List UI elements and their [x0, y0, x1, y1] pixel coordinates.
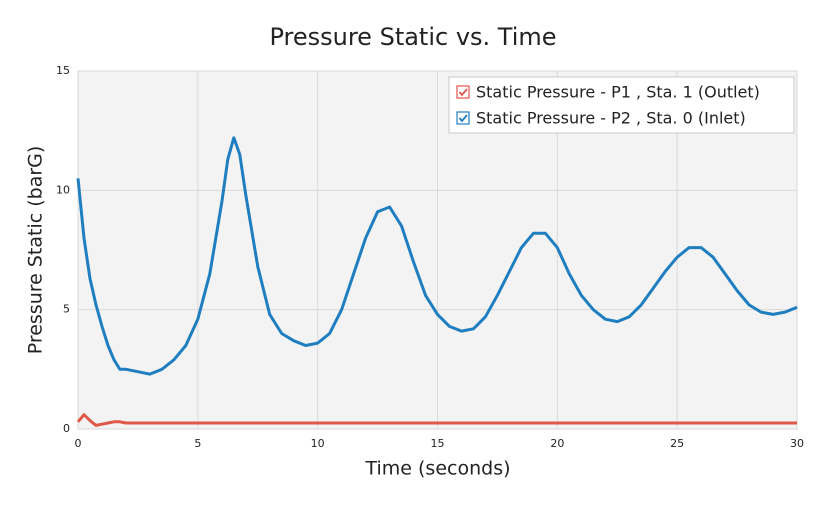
- x-axis-label: Time (seconds): [364, 458, 510, 480]
- y-tick-label: 15: [56, 64, 70, 77]
- x-tick-label: 15: [431, 437, 445, 450]
- legend-checkbox[interactable]: [456, 85, 470, 99]
- chart-title: Pressure Static vs. Time: [269, 23, 556, 51]
- y-axis-label: Pressure Static (barG): [25, 146, 47, 355]
- x-tick-label: 5: [194, 437, 201, 450]
- legend-check[interactable]: [458, 88, 468, 97]
- legend-label: Static Pressure - P1 , Sta. 1 (Outlet): [476, 83, 760, 102]
- x-tick-label: 25: [670, 437, 684, 450]
- legend-label: Static Pressure - P2 , Sta. 0 (Inlet): [476, 109, 746, 128]
- legend-box: [448, 76, 795, 134]
- series-line: [76, 136, 798, 376]
- legend-check[interactable]: [458, 114, 468, 123]
- x-tick-label: 30: [790, 437, 804, 450]
- y-tick-label: 5: [63, 303, 70, 316]
- y-tick-label: 0: [63, 422, 70, 435]
- y-tick-label: 10: [56, 183, 70, 196]
- series-line: [76, 413, 797, 427]
- x-tick-label: 0: [75, 437, 82, 450]
- legend-checkbox[interactable]: [456, 111, 470, 125]
- x-tick-label: 20: [550, 437, 564, 450]
- x-tick-label: 10: [311, 437, 325, 450]
